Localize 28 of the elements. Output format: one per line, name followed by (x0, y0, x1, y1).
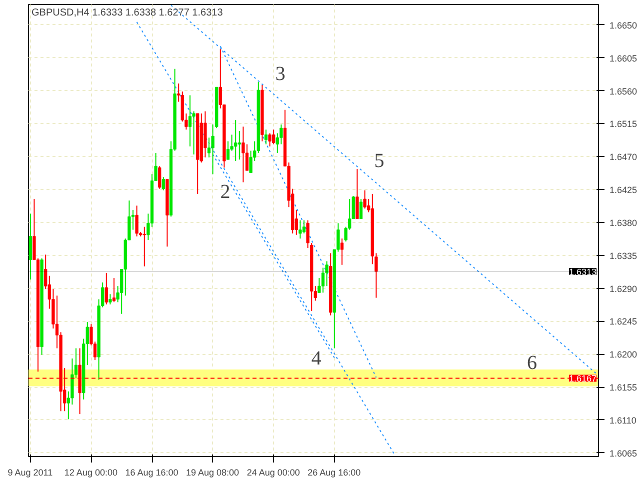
annotation: 6 (527, 352, 537, 374)
annotation: 2 (220, 181, 230, 204)
ref-line-label: 1.6167 (568, 374, 597, 384)
x-tick-label: 24 Aug 00:00 (246, 468, 300, 478)
y-tick-label: 1.6605 (610, 53, 638, 64)
ref-line-label: 1.6313 (568, 266, 597, 277)
y-tick-label: 1.6380 (610, 218, 638, 228)
x-tick-label: 9 Aug 2011 (8, 468, 53, 478)
y-tick-label: 1.6515 (610, 119, 638, 130)
x-tick-label: 19 Aug 08:00 (186, 468, 240, 478)
annotation: 3 (275, 63, 286, 86)
annotation: 5 (374, 150, 384, 172)
y-tick-label: 1.6650 (610, 20, 638, 30)
x-tick-label: 26 Aug 16:00 (308, 468, 361, 478)
y-tick-label: 1.6245 (610, 316, 638, 327)
y-tick-label: 1.6065 (610, 448, 638, 458)
y-tick-label: 1.6335 (610, 250, 638, 261)
x-tick-label: 12 Aug 00:00 (64, 468, 118, 478)
y-tick-label: 1.6155 (610, 382, 638, 393)
annotation: 4 (311, 347, 322, 370)
y-tick-label: 1.6425 (610, 185, 638, 196)
x-tick-label: 16 Aug 16:00 (125, 468, 178, 478)
y-tick-label: 1.6110 (610, 415, 636, 426)
y-tick-label: 1.6470 (610, 152, 638, 162)
y-tick-label: 1.6560 (610, 86, 638, 96)
y-tick-label: 1.6200 (610, 350, 638, 360)
chart-title: GBPUSD,H4 1.6333 1.6338 1.6277 1.6313 (32, 8, 224, 18)
y-tick-label: 1.6290 (610, 284, 638, 294)
